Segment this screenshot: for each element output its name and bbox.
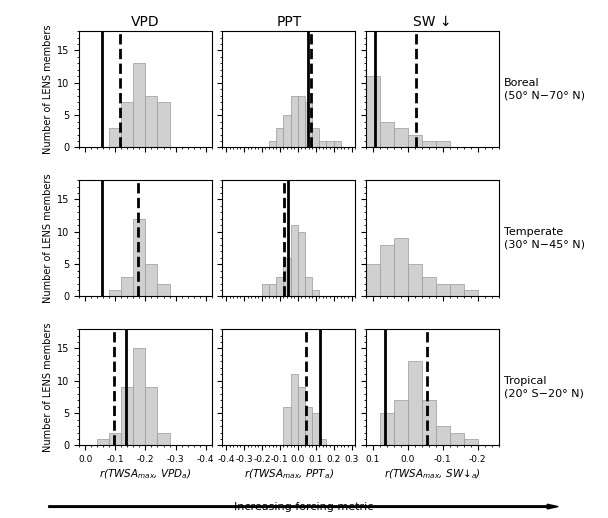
Bar xyxy=(312,413,319,445)
Bar xyxy=(436,141,450,148)
Bar xyxy=(145,264,157,296)
Bar xyxy=(283,407,291,445)
Bar xyxy=(133,349,145,445)
Text: Tropical
(20° S−20° N): Tropical (20° S−20° N) xyxy=(504,377,584,398)
Bar xyxy=(283,257,291,296)
Bar xyxy=(133,219,145,296)
Bar xyxy=(109,128,121,148)
Bar xyxy=(305,102,312,148)
Title: PPT: PPT xyxy=(276,15,302,28)
Bar xyxy=(366,76,380,148)
Bar xyxy=(133,63,145,148)
Bar xyxy=(109,433,121,445)
Bar xyxy=(464,290,478,296)
Text: Increasing forcing metric: Increasing forcing metric xyxy=(234,502,374,512)
Bar xyxy=(436,283,450,296)
Bar xyxy=(326,141,334,148)
Bar xyxy=(276,277,283,296)
X-axis label: r(TWSA$_{max}$, VPD$_a$): r(TWSA$_{max}$, VPD$_a$) xyxy=(99,467,192,481)
Bar xyxy=(157,433,170,445)
Bar xyxy=(291,225,298,296)
Bar xyxy=(408,362,422,445)
Bar xyxy=(394,128,408,148)
Bar xyxy=(305,407,312,445)
Bar xyxy=(283,115,291,148)
Bar xyxy=(312,128,319,148)
X-axis label: r(TWSA$_{max}$, PPT$_a$): r(TWSA$_{max}$, PPT$_a$) xyxy=(244,467,334,481)
Title: SW ↓: SW ↓ xyxy=(413,15,451,28)
Bar xyxy=(422,141,436,148)
Bar xyxy=(408,264,422,296)
Bar xyxy=(352,76,366,148)
Bar xyxy=(121,387,133,445)
Bar xyxy=(394,400,408,445)
Bar xyxy=(450,283,464,296)
X-axis label: r(TWSA$_{max}$, SW↓$_a$): r(TWSA$_{max}$, SW↓$_a$) xyxy=(384,467,480,481)
Y-axis label: Number of LENS members: Number of LENS members xyxy=(43,24,53,154)
Bar xyxy=(464,439,478,445)
Bar xyxy=(121,277,133,296)
Bar xyxy=(262,283,269,296)
Bar xyxy=(380,122,394,148)
Bar xyxy=(269,283,276,296)
Bar xyxy=(319,141,326,148)
Text: Boreal
(50° N−70° N): Boreal (50° N−70° N) xyxy=(504,79,585,100)
Y-axis label: Number of LENS members: Number of LENS members xyxy=(43,323,53,452)
Bar xyxy=(394,238,408,296)
Bar xyxy=(157,102,170,148)
Bar xyxy=(298,232,305,296)
Bar xyxy=(298,96,305,148)
Bar xyxy=(298,387,305,445)
Bar xyxy=(121,102,133,148)
Bar xyxy=(109,290,121,296)
Bar xyxy=(145,96,157,148)
Bar xyxy=(276,128,283,148)
Bar xyxy=(422,400,436,445)
Bar xyxy=(338,115,352,148)
Text: Temperate
(30° N−45° N): Temperate (30° N−45° N) xyxy=(504,227,585,249)
Title: VPD: VPD xyxy=(131,15,160,28)
Bar xyxy=(352,277,366,296)
Bar xyxy=(319,439,326,445)
Bar xyxy=(380,413,394,445)
Bar xyxy=(450,433,464,445)
Bar xyxy=(408,135,422,148)
Bar xyxy=(334,141,341,148)
Bar xyxy=(291,375,298,445)
Bar xyxy=(157,283,170,296)
Bar xyxy=(305,277,312,296)
Bar xyxy=(312,290,319,296)
Y-axis label: Number of LENS members: Number of LENS members xyxy=(43,174,53,303)
Bar xyxy=(97,439,109,445)
Bar xyxy=(269,141,276,148)
Bar xyxy=(380,244,394,296)
Bar xyxy=(366,264,380,296)
Bar xyxy=(291,96,298,148)
Bar xyxy=(422,277,436,296)
Bar xyxy=(145,387,157,445)
Bar xyxy=(436,426,450,445)
